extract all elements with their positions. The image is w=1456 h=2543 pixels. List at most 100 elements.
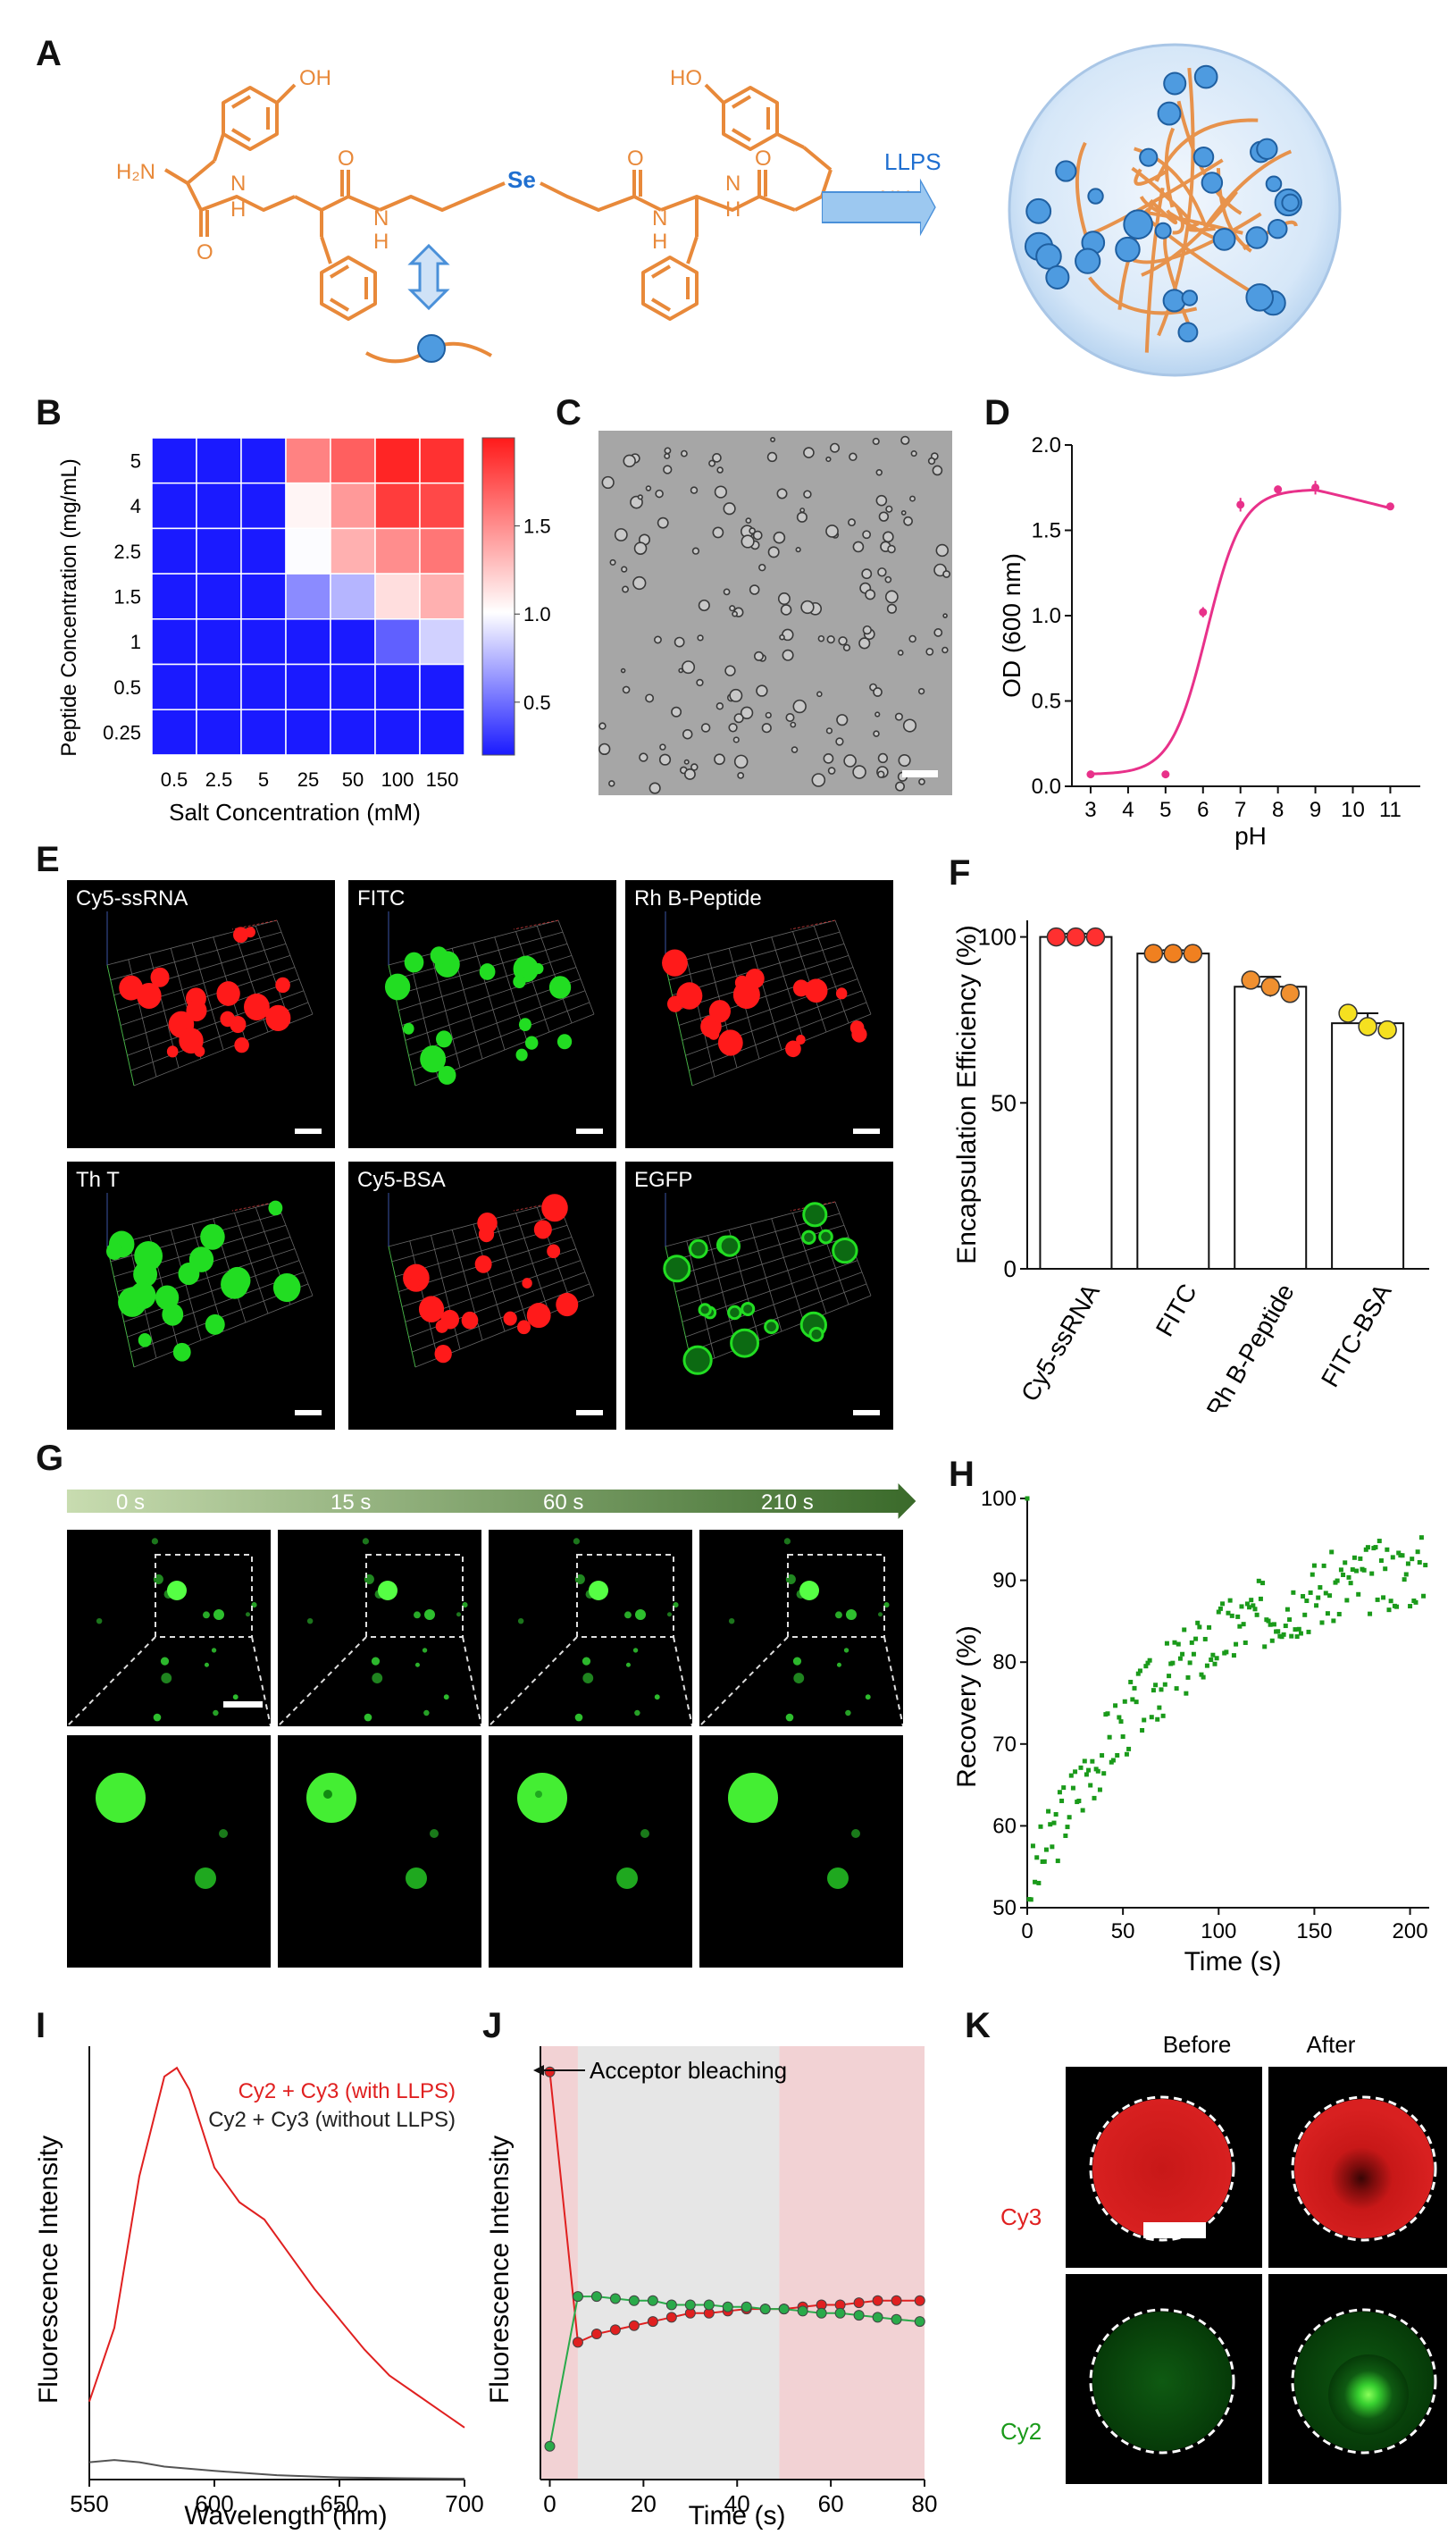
droplet bbox=[635, 1609, 646, 1620]
h-point bbox=[1377, 1539, 1382, 1544]
h-point bbox=[1180, 1651, 1185, 1657]
h-point bbox=[1201, 1674, 1206, 1680]
d-point bbox=[1385, 502, 1394, 511]
droplet-3d bbox=[503, 1311, 517, 1326]
f-category-label: FITC bbox=[1151, 1280, 1202, 1341]
j-point bbox=[628, 2320, 640, 2331]
time-label: 210 s bbox=[761, 1490, 814, 1515]
h-point bbox=[1417, 1560, 1422, 1565]
condensate-droplet bbox=[1008, 43, 1342, 377]
h-point bbox=[1149, 1715, 1154, 1720]
droplet bbox=[728, 1617, 735, 1624]
droplet bbox=[655, 489, 664, 499]
h-point bbox=[1053, 1812, 1059, 1817]
bead bbox=[1115, 236, 1141, 263]
droplet bbox=[811, 773, 826, 787]
h-point bbox=[1243, 1640, 1248, 1645]
j-point bbox=[609, 2293, 621, 2304]
heatmap-cell bbox=[419, 573, 465, 620]
h-point bbox=[1421, 1593, 1427, 1599]
h-point bbox=[1311, 1563, 1317, 1568]
j-point bbox=[853, 2297, 865, 2309]
h-point bbox=[1235, 1614, 1241, 1619]
h-point bbox=[1204, 1663, 1209, 1668]
droplet-3d bbox=[741, 1301, 756, 1316]
heatmap-cell bbox=[330, 482, 376, 530]
panel-letter-f: F bbox=[949, 853, 971, 893]
bead bbox=[1087, 188, 1104, 205]
acceptor-bleaching-chart: 0 20 40 60 80 Acceptor bleaching Fluorescenc… bbox=[487, 2046, 937, 2530]
i-x-tick-label: 600 bbox=[195, 2490, 233, 2517]
j-point bbox=[544, 2066, 556, 2077]
bleached-droplet bbox=[589, 1581, 608, 1600]
h-point bbox=[1057, 1790, 1062, 1795]
droplet-3d bbox=[105, 1242, 123, 1261]
h-point bbox=[1153, 1683, 1159, 1688]
h-point bbox=[1298, 1631, 1303, 1636]
h-point bbox=[1356, 1591, 1361, 1597]
droplet-3d bbox=[408, 1277, 421, 1289]
h-point bbox=[1195, 1620, 1201, 1625]
h-point bbox=[1132, 1685, 1137, 1691]
h-point bbox=[1105, 1711, 1110, 1716]
h-point bbox=[1157, 1705, 1162, 1710]
droplet bbox=[766, 451, 778, 463]
confocal-tile-label: EGFP bbox=[634, 1168, 692, 1192]
h-point bbox=[1174, 1686, 1179, 1691]
bead bbox=[1157, 101, 1182, 126]
droplet bbox=[634, 1709, 640, 1716]
zoom-box bbox=[576, 1554, 674, 1638]
h-point bbox=[1351, 1555, 1357, 1560]
bleached-droplet bbox=[96, 1773, 146, 1823]
droplet bbox=[96, 1617, 103, 1624]
droplet bbox=[678, 667, 684, 674]
h-point bbox=[1327, 1593, 1333, 1599]
d-x-tick-label: 9 bbox=[1310, 798, 1321, 822]
droplet bbox=[608, 780, 615, 787]
h-point bbox=[1369, 1571, 1375, 1576]
h-point bbox=[1209, 1658, 1214, 1663]
h-point bbox=[1155, 1716, 1160, 1722]
droplet bbox=[712, 453, 722, 463]
droplet bbox=[724, 665, 736, 676]
droplet bbox=[894, 712, 903, 721]
h-point bbox=[1423, 1563, 1428, 1568]
droplet bbox=[195, 1867, 216, 1889]
h-x-axis-label: Time (s) bbox=[1184, 1947, 1282, 1976]
heatmap-col-label: 150 bbox=[426, 768, 459, 791]
h-y-tick-label: 50 bbox=[992, 1896, 1017, 1920]
droplet-3d bbox=[479, 963, 496, 980]
h-point bbox=[1147, 1658, 1152, 1663]
droplet bbox=[698, 599, 710, 612]
bleach-spot bbox=[535, 1791, 542, 1798]
droplet bbox=[895, 781, 906, 792]
panel-letter-j: J bbox=[482, 2006, 503, 2045]
droplet-3d bbox=[420, 1045, 447, 1073]
confocal-tile: Cy5-ssRNA bbox=[67, 880, 335, 1148]
droplet bbox=[858, 637, 871, 650]
heatmap-cell bbox=[330, 618, 376, 666]
droplet bbox=[909, 495, 916, 502]
droplet bbox=[795, 547, 801, 553]
h-point bbox=[1214, 1656, 1219, 1661]
annotation-arrowhead-icon bbox=[533, 2065, 544, 2076]
h-point bbox=[1358, 1556, 1363, 1561]
droplet-3d bbox=[477, 1212, 498, 1234]
h-point bbox=[1212, 1661, 1218, 1666]
droplet-3d bbox=[708, 1000, 731, 1023]
h-point bbox=[1266, 1618, 1271, 1624]
droplet bbox=[927, 457, 936, 466]
heatmap-chart: 5 4 2.5 1.5 1 0.5 0.25 0.5 2.5 5 25 50 100 150 Pepti… bbox=[57, 437, 551, 826]
droplet bbox=[745, 517, 752, 525]
droplet bbox=[785, 712, 795, 723]
droplet bbox=[663, 465, 673, 474]
droplet bbox=[598, 743, 611, 756]
bead bbox=[1265, 175, 1283, 193]
h-point bbox=[1082, 1758, 1087, 1764]
fibril-strand bbox=[1172, 206, 1184, 235]
heatmap-cell bbox=[240, 573, 287, 620]
j-y-axis-label: Fluorescence Intensity bbox=[487, 2136, 515, 2404]
j-point bbox=[665, 2312, 677, 2323]
h-point bbox=[1142, 1717, 1147, 1723]
atom-n-3: N bbox=[725, 172, 741, 196]
